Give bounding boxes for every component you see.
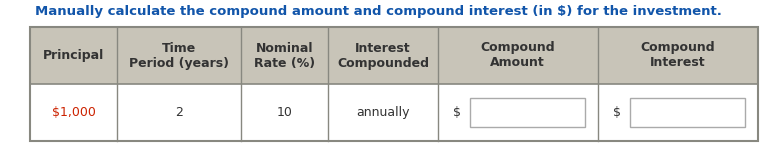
Bar [30,27,758,84]
Text: 2: 2 [175,106,183,119]
Text: annually: annually [357,106,410,119]
Text: Principal: Principal [43,49,104,62]
Bar [30,27,758,141]
Bar [30,84,758,141]
Bar [470,98,585,127]
Text: 10: 10 [277,106,292,119]
Text: $: $ [613,106,621,119]
Text: $1,000: $1,000 [52,106,95,119]
Text: Interest
Compounded: Interest Compounded [337,41,429,70]
Text: Manually calculate the compound amount and compound interest (in $) for the inve: Manually calculate the compound amount a… [35,5,722,18]
Text: Nominal
Rate (%): Nominal Rate (%) [254,41,315,70]
Text: Time
Period (years): Time Period (years) [129,41,229,70]
Text: Compound
Interest: Compound Interest [640,41,716,70]
Bar [630,98,745,127]
Text: Compound
Amount: Compound Amount [480,41,555,70]
Text: $: $ [453,106,461,119]
